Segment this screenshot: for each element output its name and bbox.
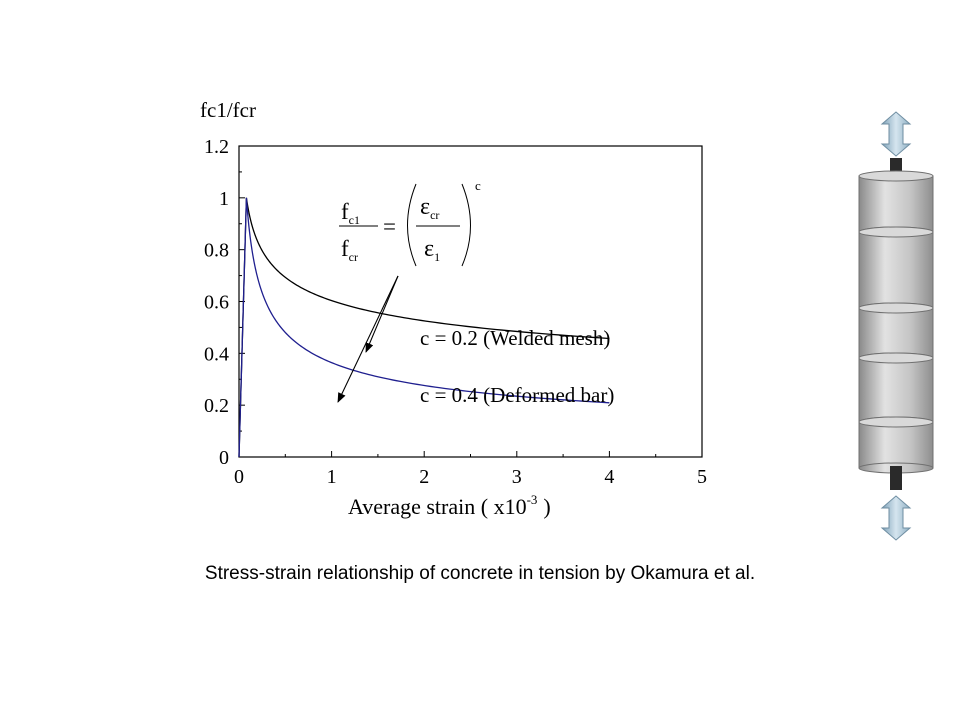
series-line-welded-mesh (238, 197, 610, 458)
y-tick-label: 0.4 (204, 343, 229, 365)
cylinder-segment (858, 170, 934, 238)
svg-text:c: c (475, 178, 481, 193)
annotation-arrow-deformed (337, 275, 399, 403)
svg-text:ε1: ε1 (424, 236, 440, 264)
y-tick-label: 1 (219, 188, 229, 210)
x-tick-label: 0 (234, 466, 244, 488)
cylinder-segment (858, 416, 934, 474)
formula: fc1 fcr = εcr ε1 c (339, 178, 481, 267)
concrete-cylinder (858, 170, 934, 474)
x-tick-label: 1 (327, 466, 337, 488)
axis-ticks: 0 1 2 3 4 5 0 0.2 0.4 0.6 0.8 1 1.2 (204, 136, 707, 488)
y-axis-label: fc1/fcr (200, 98, 256, 122)
series-line-deformed-bar (238, 197, 610, 458)
svg-text:εcr: εcr (420, 194, 439, 222)
tension-specimen (858, 111, 934, 541)
svg-text:fc1: fc1 (341, 199, 360, 227)
x-tick-label: 2 (419, 466, 429, 488)
y-tick-label: 0.8 (204, 240, 229, 262)
y-tick-label: 0.6 (204, 292, 229, 314)
cylinder-segment (858, 352, 934, 428)
x-tick-label: 4 (604, 466, 614, 488)
tension-arrow-top-icon (880, 111, 912, 157)
y-tick-label: 0 (219, 447, 229, 469)
series-label-deformed: c = 0.4 (Deformed bar) (420, 383, 614, 407)
figure-caption: Stress-strain relationship of concrete i… (204, 563, 756, 584)
y-tick-label: 1.2 (204, 136, 229, 158)
y-tick-label: 0.2 (204, 395, 229, 417)
tension-arrow-bottom-icon (880, 495, 912, 541)
cylinder-segment (858, 226, 934, 314)
series-layer (238, 197, 610, 458)
plot-frame (238, 145, 703, 458)
annotation-arrow-welded (365, 275, 399, 353)
x-axis-label: Average strain ( x10-3) (348, 492, 551, 519)
svg-text:=: = (383, 214, 396, 239)
svg-text:fcr: fcr (341, 236, 358, 264)
series-label-welded: c = 0.2 (Welded mesh) (420, 326, 610, 350)
x-tick-label: 3 (512, 466, 522, 488)
x-tick-label: 5 (697, 466, 707, 488)
